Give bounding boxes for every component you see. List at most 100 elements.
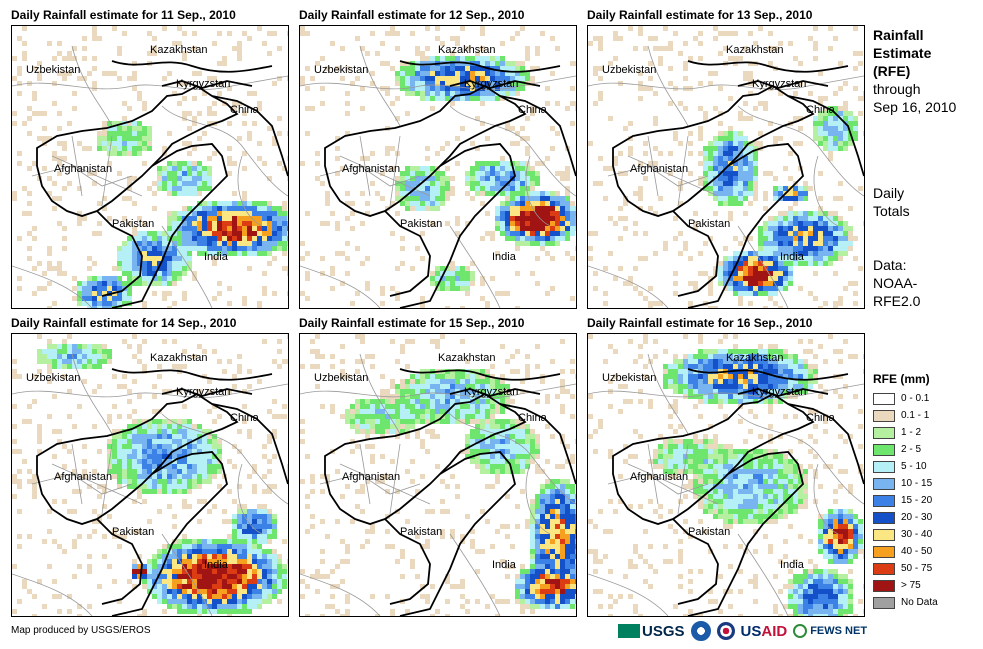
country-label-uzbekistan: Uzbekistan (314, 64, 369, 76)
country-label-afghanistan: Afghanistan (342, 163, 401, 175)
country-label-kyrgyzstan: Kyrgyzstan (464, 386, 519, 398)
usgs-mark-icon (618, 624, 640, 638)
rainfall-map: Kazakhstan Uzbekistan Kyrgyzstan China Afgha… (299, 25, 577, 309)
country-label-kazakhstan: Kazakhstan (150, 44, 208, 56)
usaid-logo: US AID (741, 623, 788, 640)
country-label-pakistan: Pakistan (112, 526, 155, 538)
legend-label: 30 - 40 (901, 529, 933, 540)
map-canvas (588, 26, 864, 308)
usaid-us: US (740, 622, 762, 640)
data-source-note: Data: NOAA- RFE2.0 (873, 256, 920, 310)
legend-swatch (873, 528, 895, 541)
panel-title: Daily Rainfall estimate for 14 Sep., 201… (11, 316, 237, 330)
country-label-china: China (806, 104, 835, 116)
usgs-logo: USGS (618, 623, 685, 640)
title-estimate: Estimate (873, 45, 932, 61)
legend-swatch (873, 545, 895, 558)
globe-icon (793, 624, 808, 638)
country-label-kazakhstan: Kazakhstan (726, 352, 784, 364)
legend-swatch (873, 494, 895, 507)
legend-label: 5 - 10 (901, 461, 927, 472)
legend-swatch (873, 443, 895, 456)
legend-item: > 75 (873, 577, 938, 594)
panel-title: Daily Rainfall estimate for 13 Sep., 201… (587, 8, 813, 22)
legend-label: 20 - 30 (901, 512, 933, 523)
legend-item: 0.1 - 1 (873, 407, 938, 424)
country-label-pakistan: Pakistan (112, 218, 155, 230)
country-label-india: India (492, 559, 516, 571)
seal-logo-icon (716, 622, 735, 640)
daily-totals-note: Daily Totals (873, 184, 910, 220)
usaid-aid: AID (761, 622, 788, 640)
legend-title: RFE (mm) (873, 372, 930, 386)
rainfall-map: Kazakhstan Uzbekistan Kyrgyzstan China Afgha… (299, 333, 577, 617)
country-label-kazakhstan: Kazakhstan (726, 44, 784, 56)
fews-net-text: FEWS NET (810, 625, 868, 637)
noaa-logo-icon (690, 621, 711, 641)
country-label-pakistan: Pakistan (688, 526, 731, 538)
legend-swatch (873, 409, 895, 422)
map-credit: Map produced by USGS/EROS (11, 625, 151, 636)
legend-label: 10 - 15 (901, 478, 933, 489)
country-label-uzbekistan: Uzbekistan (602, 372, 657, 384)
rfe-title-block: Rainfall Estimate (RFE) through Sep 16, … (873, 26, 956, 116)
country-label-kyrgyzstan: Kyrgyzstan (176, 386, 231, 398)
country-label-afghanistan: Afghanistan (630, 163, 689, 175)
legend-swatch (873, 562, 895, 575)
country-label-kyrgyzstan: Kyrgyzstan (464, 78, 519, 90)
panel-title: Daily Rainfall estimate for 15 Sep., 201… (299, 316, 525, 330)
country-label-india: India (780, 559, 804, 571)
country-label-uzbekistan: Uzbekistan (26, 64, 81, 76)
country-label-pakistan: Pakistan (688, 218, 731, 230)
country-label-kyrgyzstan: Kyrgyzstan (176, 78, 231, 90)
country-label-afghanistan: Afghanistan (630, 471, 689, 483)
country-label-kazakhstan: Kazakhstan (438, 44, 496, 56)
fews-net-logo: FEWS NET (793, 624, 867, 638)
map-canvas (300, 26, 576, 308)
rainfall-map: Kazakhstan Uzbekistan Kyrgyzstan China Afgha… (587, 25, 865, 309)
legend-label: 1 - 2 (901, 427, 922, 438)
legend-label: 2 - 5 (901, 444, 922, 455)
legend-item: 30 - 40 (873, 526, 938, 543)
country-label-china: China (518, 412, 547, 424)
map-canvas (588, 334, 864, 616)
usgs-text: USGS (642, 622, 685, 640)
totals-label: Totals (873, 203, 910, 219)
country-label-afghanistan: Afghanistan (54, 471, 113, 483)
data-source-line1: NOAA- (873, 275, 918, 291)
country-label-china: China (230, 412, 259, 424)
title-rainfall: Rainfall (873, 27, 924, 43)
legend-item: 5 - 10 (873, 458, 938, 475)
map-canvas (300, 334, 576, 616)
legend-item: 15 - 20 (873, 492, 938, 509)
legend-label: 0.1 - 1 (901, 410, 930, 421)
legend-label: 40 - 50 (901, 546, 933, 557)
legend-label: 0 - 0.1 (901, 393, 930, 404)
rfe-legend: RFE (mm) 0 - 0.1 0.1 - 1 1 - 2 2 - 5 5 - 10 1… (873, 372, 938, 611)
data-source-line2: RFE2.0 (873, 293, 921, 309)
country-label-kyrgyzstan: Kyrgyzstan (752, 386, 807, 398)
country-label-india: India (204, 251, 228, 263)
data-label: Data: (873, 257, 907, 273)
country-label-kazakhstan: Kazakhstan (150, 352, 208, 364)
country-label-kyrgyzstan: Kyrgyzstan (752, 78, 807, 90)
country-label-pakistan: Pakistan (400, 526, 443, 538)
legend-swatch (873, 477, 895, 490)
legend-swatch (873, 460, 895, 473)
legend-label: > 75 (901, 580, 921, 591)
country-label-afghanistan: Afghanistan (342, 471, 401, 483)
legend-item: 20 - 30 (873, 509, 938, 526)
legend-label: 15 - 20 (901, 495, 933, 506)
country-label-india: India (204, 559, 228, 571)
country-label-uzbekistan: Uzbekistan (314, 372, 369, 384)
legend-item: 1 - 2 (873, 424, 938, 441)
rainfall-map: Kazakhstan Uzbekistan Kyrgyzstan China Afgha… (11, 25, 289, 309)
legend-label: No Data (901, 597, 938, 608)
title-rfe: (RFE) (873, 63, 911, 79)
panel-title: Daily Rainfall estimate for 16 Sep., 201… (587, 316, 813, 330)
title-through: through (873, 81, 921, 97)
legend-swatch (873, 596, 895, 609)
legend-item: 0 - 0.1 (873, 390, 938, 407)
country-label-kazakhstan: Kazakhstan (438, 352, 496, 364)
country-label-uzbekistan: Uzbekistan (26, 372, 81, 384)
